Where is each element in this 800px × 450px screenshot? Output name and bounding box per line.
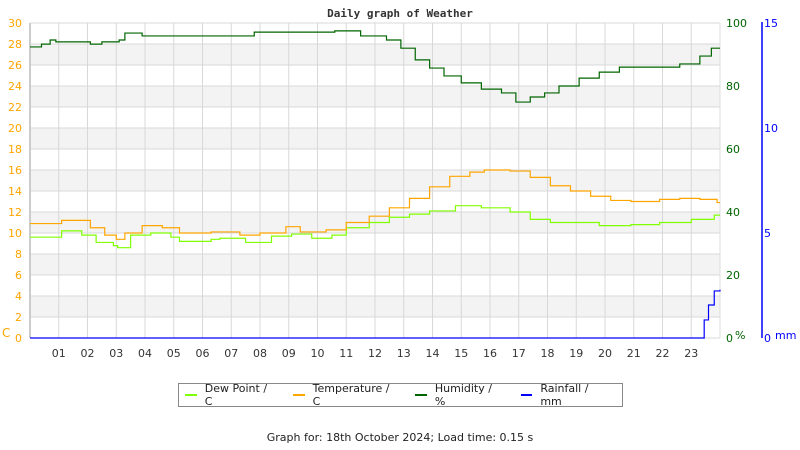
y-tick-label: 16 bbox=[8, 164, 22, 177]
x-tick-label: 01 bbox=[52, 347, 66, 360]
y-tick-label: 8 bbox=[15, 248, 22, 261]
series-temperature-line bbox=[30, 169, 720, 240]
humidity-tick-label: 100 bbox=[726, 17, 747, 30]
legend-label: Rainfall / mm bbox=[540, 382, 589, 408]
legend: Dew Point / C Temperature / C Humidity /… bbox=[178, 382, 623, 408]
y-tick-label: 12 bbox=[8, 206, 22, 219]
legend-label: Temperature / C bbox=[312, 382, 390, 408]
x-tick-label: 22 bbox=[656, 347, 670, 360]
x-tick-label: 17 bbox=[512, 347, 526, 360]
series-dew-line bbox=[30, 205, 720, 249]
x-tick-label: 12 bbox=[368, 347, 382, 360]
x-tick-label: 03 bbox=[109, 347, 123, 360]
x-tick-label: 04 bbox=[138, 347, 152, 360]
humidity-tick-label: 20 bbox=[726, 269, 740, 282]
y-tick-label: 4 bbox=[15, 290, 22, 303]
x-tick-label: 16 bbox=[483, 347, 497, 360]
y-tick-label: 0 bbox=[15, 332, 22, 345]
weather-chart: Daily graph of Weather 02468101214161820… bbox=[2, 7, 796, 360]
legend-label: Humidity / % bbox=[434, 382, 492, 408]
x-tick-label: 20 bbox=[598, 347, 612, 360]
x-tick-label: 23 bbox=[684, 347, 698, 360]
legend-item-rainfall: Rainfall / mm bbox=[519, 382, 612, 408]
y-tick-label: 22 bbox=[8, 101, 22, 114]
graph-footer: Graph for: 18th October 2024; Load time:… bbox=[266, 431, 534, 444]
legend-swatch bbox=[292, 394, 305, 396]
rain-tick-label: 0 bbox=[764, 332, 771, 345]
x-tick-label: 11 bbox=[339, 347, 353, 360]
y-tick-label: 6 bbox=[15, 269, 22, 282]
legend-swatch bbox=[520, 394, 533, 396]
x-tick-label: 05 bbox=[167, 347, 181, 360]
legend-label: Dew Point / C bbox=[204, 382, 268, 408]
y-tick-label: 20 bbox=[8, 122, 22, 135]
x-tick-label: 10 bbox=[311, 347, 325, 360]
x-tick-label: 19 bbox=[569, 347, 583, 360]
y-tick-label: 30 bbox=[8, 17, 22, 30]
series-humidity-line bbox=[30, 30, 720, 103]
rain-tick-label: 15 bbox=[764, 17, 778, 30]
x-tick-label: 18 bbox=[541, 347, 555, 360]
x-tick-label: 15 bbox=[454, 347, 468, 360]
legend-item-temperature: Temperature / C bbox=[291, 382, 399, 408]
humidity-tick-label: 60 bbox=[726, 143, 740, 156]
chart-title: Daily graph of Weather bbox=[327, 7, 473, 20]
humidity-axis-unit: % bbox=[735, 329, 745, 342]
humidity-tick-label: 0 bbox=[726, 332, 733, 345]
y-tick-label: 18 bbox=[8, 143, 22, 156]
y-tick-label: 14 bbox=[8, 185, 22, 198]
x-tick-label: 13 bbox=[397, 347, 411, 360]
y-tick-label: 10 bbox=[8, 227, 22, 240]
humidity-tick-label: 40 bbox=[726, 206, 740, 219]
left-axis-unit: C bbox=[2, 326, 10, 340]
legend-swatch bbox=[185, 394, 197, 396]
y-tick-label: 2 bbox=[15, 311, 22, 324]
rain-tick-label: 5 bbox=[764, 227, 771, 240]
humidity-tick-label: 80 bbox=[726, 80, 740, 93]
x-tick-label: 21 bbox=[627, 347, 641, 360]
y-tick-label: 24 bbox=[8, 80, 22, 93]
series-rainfall-line bbox=[30, 289, 721, 339]
legend-item-humidity: Humidity / % bbox=[413, 382, 504, 408]
rain-axis-unit: mm bbox=[775, 329, 796, 342]
y-tick-label: 28 bbox=[8, 38, 22, 51]
series-lines bbox=[30, 30, 721, 339]
x-tick-label: 14 bbox=[426, 347, 440, 360]
x-tick-label: 08 bbox=[253, 347, 267, 360]
y-tick-label: 26 bbox=[8, 59, 22, 72]
rain-tick-label: 10 bbox=[764, 122, 778, 135]
legend-item-dew-point: Dew Point / C bbox=[183, 382, 277, 408]
x-tick-label: 02 bbox=[81, 347, 95, 360]
x-tick-label: 06 bbox=[196, 347, 210, 360]
legend-swatch bbox=[415, 394, 427, 396]
x-tick-label: 09 bbox=[282, 347, 296, 360]
x-tick-label: 07 bbox=[224, 347, 238, 360]
